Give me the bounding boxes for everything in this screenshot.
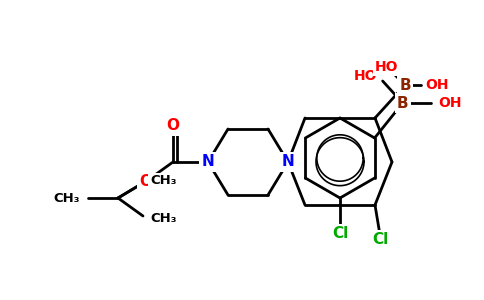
Text: B: B	[399, 77, 411, 92]
Text: N: N	[202, 154, 214, 169]
Text: Cl: Cl	[372, 232, 388, 247]
Text: Cl: Cl	[332, 226, 348, 242]
Text: CH₃: CH₃	[150, 175, 177, 188]
Text: N: N	[282, 154, 294, 169]
Text: CH₃: CH₃	[54, 191, 80, 205]
Text: O: O	[166, 118, 180, 134]
Text: HO: HO	[354, 69, 378, 83]
Text: O: O	[139, 175, 152, 190]
Text: B: B	[397, 95, 408, 110]
Text: CH₃: CH₃	[150, 212, 177, 224]
Text: HO: HO	[375, 60, 399, 74]
Text: OH: OH	[425, 78, 449, 92]
Text: OH: OH	[439, 96, 462, 110]
